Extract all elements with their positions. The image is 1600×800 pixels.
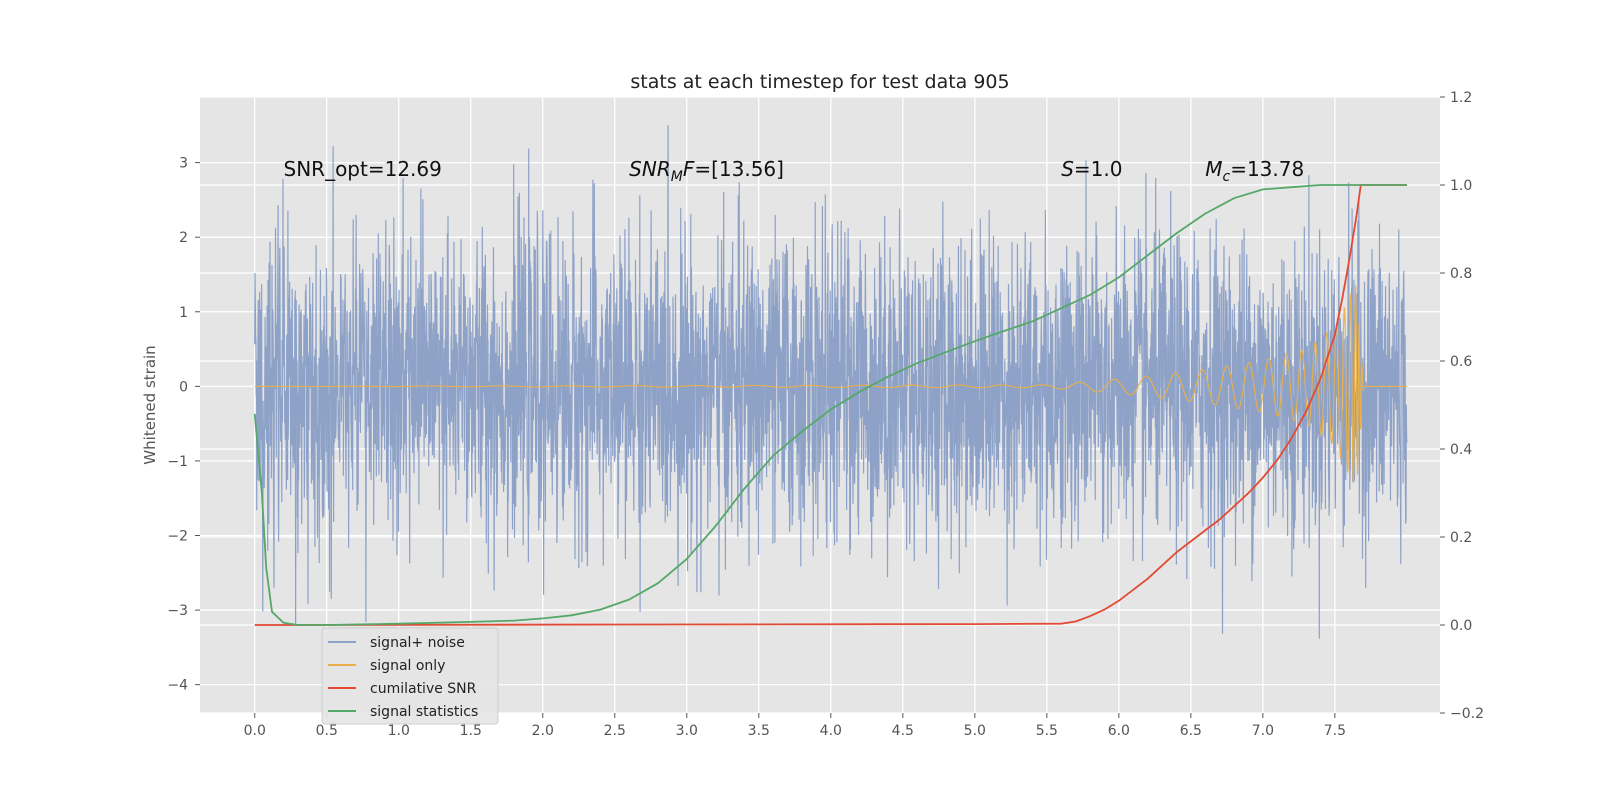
y2-tick-label: −0.2 [1450,706,1484,722]
y2-tick-label: 0.0 [1450,618,1472,634]
chart-title: stats at each timestep for test data 905 [630,71,1009,93]
legend-entry: signal statistics [370,704,478,720]
legend-entry: signal+ noise [370,635,465,651]
x-tick-label: 2.5 [604,723,626,739]
x-tick-label: 7.5 [1324,723,1346,739]
series-line-signal-statistics [253,184,1407,626]
annotation-s-stat: S=1.0 [1061,157,1122,181]
x-tick-label: 0.5 [316,723,338,739]
y-tick-label: −2 [167,529,188,545]
annotation-mc: Mc=13.78 [1205,157,1304,185]
x-tick-label: 0.0 [244,723,266,739]
x-tick-label: 7.0 [1252,723,1274,739]
x-axis-ticks: 0.0 0.5 1.0 1.5 2.0 2.5 3.0 3.5 4.0 4.5 5.0 5.5 6.0 6… [244,713,1346,739]
y-axis-label: Whitened strain [141,345,159,464]
y2-axis-ticks: −0.2 0.0 0.2 0.4 0.6 0.8 1.0 1.2 [1440,90,1484,722]
series-line-signal-only [254,285,1407,483]
legend: signal+ noise signal only cumilative SNR si… [321,627,499,725]
y2-tick-label: 0.8 [1450,266,1472,282]
y-tick-label: 0 [179,379,188,395]
series-line-cumilative-snr [254,184,1407,626]
series-line-signal-noise [254,125,1408,639]
y-tick-label: −3 [167,603,188,619]
annotation-snr-mf: SNRMF=[13.56] [629,157,784,185]
legend-box [321,627,499,725]
y-tick-label: 1 [179,305,188,321]
x-tick-label: 6.0 [1108,723,1130,739]
x-tick-label: 6.5 [1180,723,1202,739]
y-axis-ticks: −4 −3 −2 −1 0 1 2 3 [167,156,200,694]
x-tick-label: 5.0 [964,723,986,739]
y2-tick-label: 1.2 [1450,90,1472,106]
y2-tick-label: 0.4 [1450,442,1472,458]
y2-tick-label: 0.6 [1450,354,1472,370]
series-layer [253,125,1408,639]
x-tick-label: 4.5 [892,723,914,739]
x-tick-label: 5.5 [1036,723,1058,739]
y-tick-label: −1 [167,454,188,470]
x-tick-label: 1.5 [460,723,482,739]
legend-entry: cumilative SNR [370,681,477,697]
y2-tick-label: 1.0 [1450,178,1472,194]
x-tick-label: 3.5 [748,723,770,739]
y2-tick-label: 0.2 [1450,530,1472,546]
x-tick-label: 1.0 [388,723,410,739]
y-tick-label: 3 [179,156,188,172]
x-tick-label: 4.0 [820,723,842,739]
y-tick-label: 2 [179,230,188,246]
legend-entry: signal only [370,658,445,674]
y-tick-label: −4 [167,678,188,694]
x-tick-label: 3.0 [676,723,698,739]
annotations: SNR_opt=12.69 SNRMF=[13.56] S=1.0 Mc=13.78 [284,157,1305,185]
annotation-snr-opt: SNR_opt=12.69 [284,157,442,181]
x-tick-label: 2.0 [532,723,554,739]
